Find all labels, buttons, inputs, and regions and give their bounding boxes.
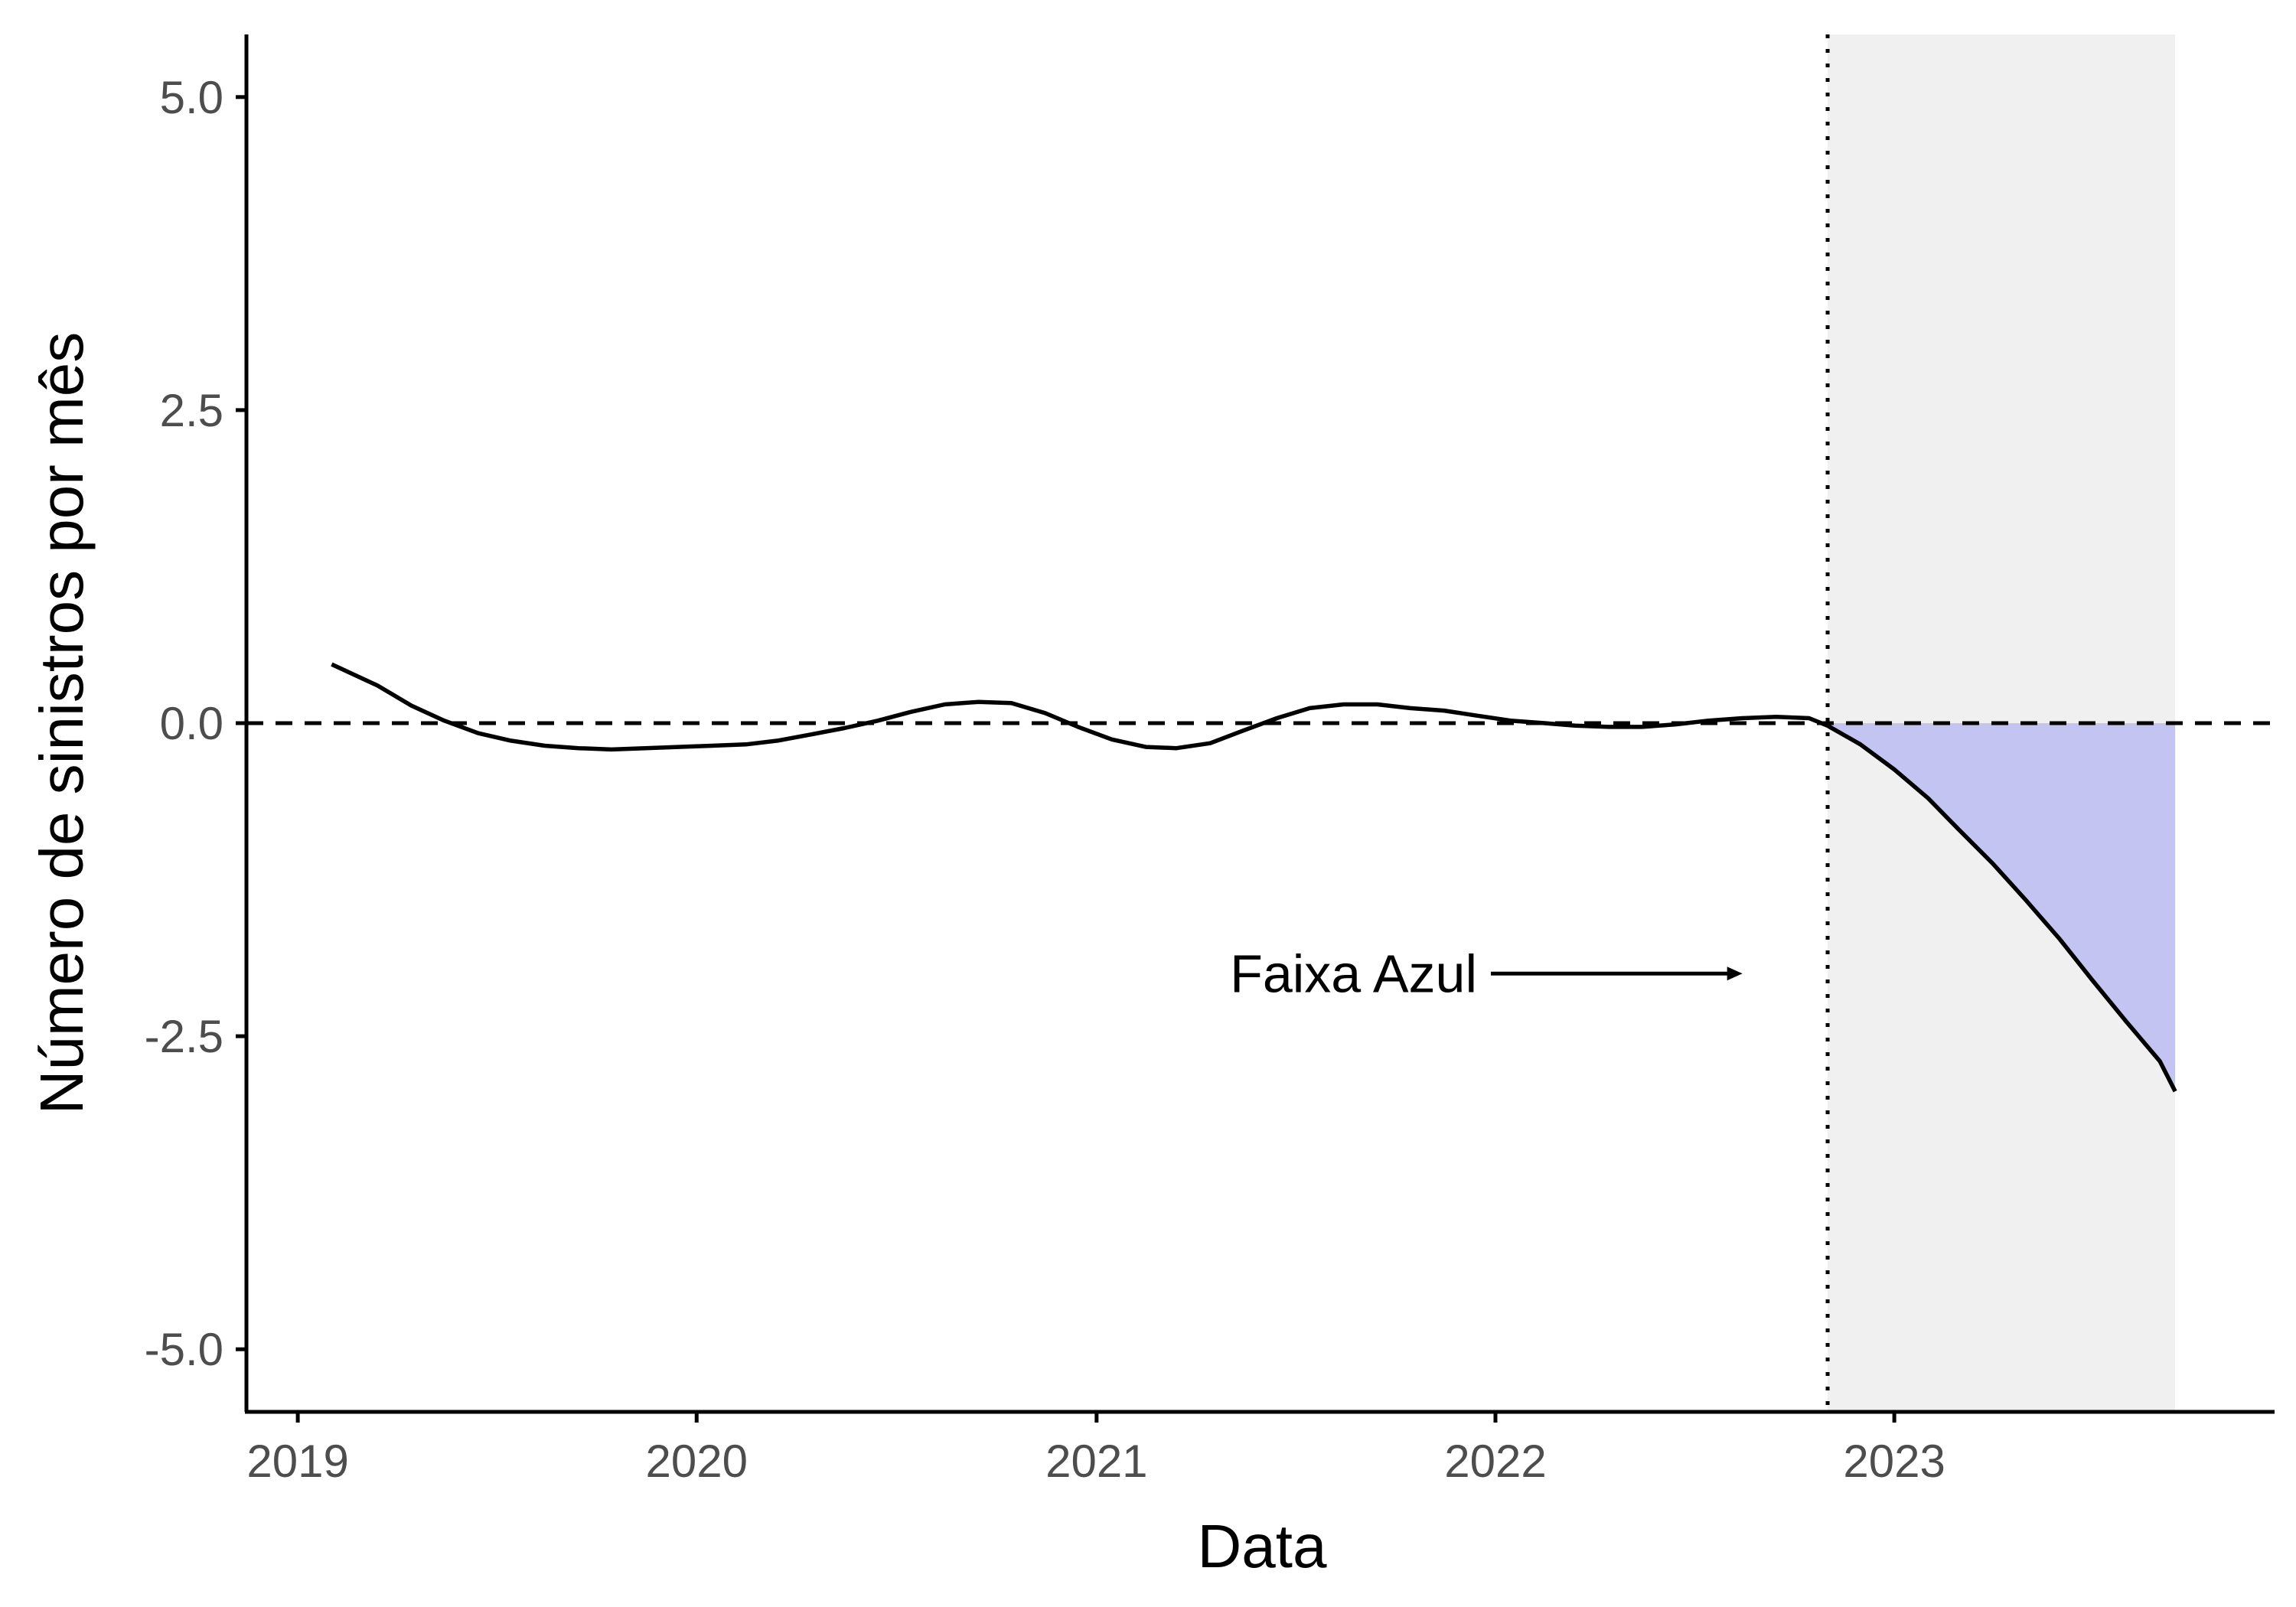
- y-tick-label: -2.5: [145, 1011, 223, 1062]
- x-ticks: 2019 2020 2021 2022 2023: [246, 1412, 1945, 1487]
- x-axis-title: Data: [1198, 1512, 1327, 1580]
- y-ticks: 5.0 2.5 0.0 -2.5 -5.0: [145, 72, 246, 1375]
- effect-area: [1828, 723, 2176, 1092]
- y-axis-title: Número de sinistros por mês: [28, 332, 96, 1115]
- annotation: Faixa Azul: [1230, 944, 1743, 1003]
- y-tick-label: -5.0: [145, 1324, 223, 1375]
- x-tick-label: 2021: [1045, 1436, 1147, 1487]
- x-tick-label: 2022: [1444, 1436, 1546, 1487]
- x-tick-label: 2019: [246, 1436, 348, 1487]
- x-tick-label: 2023: [1843, 1436, 1945, 1487]
- x-tick-label: 2020: [646, 1436, 748, 1487]
- y-tick-label: 5.0: [160, 72, 223, 123]
- annotation-label: Faixa Azul: [1230, 944, 1477, 1003]
- y-tick-label: 2.5: [160, 385, 223, 436]
- y-tick-label: 0.0: [160, 698, 223, 749]
- series-line: [331, 662, 2177, 1093]
- annotation-arrowhead: [1727, 966, 1743, 981]
